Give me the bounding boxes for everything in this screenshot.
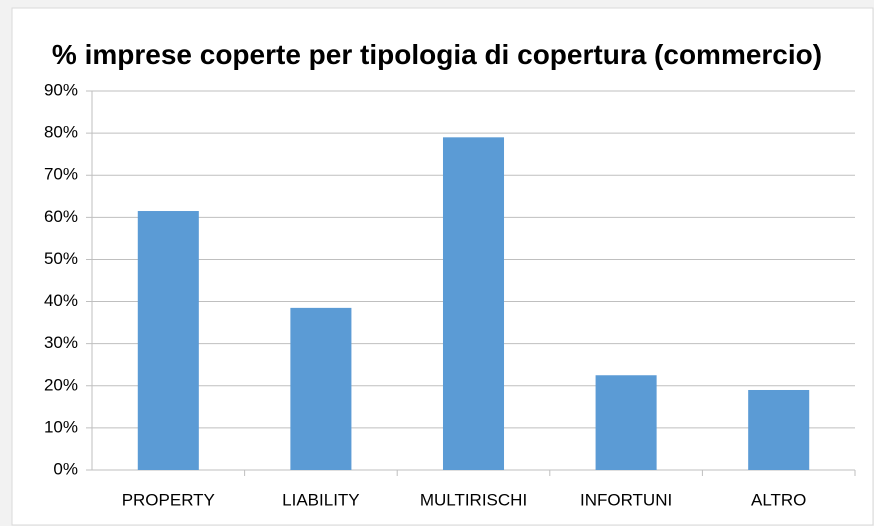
y-tick-label: 80% — [44, 123, 78, 142]
x-tick-label: PROPERTY — [122, 490, 215, 509]
y-tick-label: 70% — [44, 165, 78, 184]
y-tick-label: 60% — [44, 207, 78, 226]
x-tick-label: MULTIRISCHI — [420, 490, 527, 509]
chart-title: % imprese coperte per tipologia di coper… — [51, 39, 823, 70]
bar — [748, 389, 810, 470]
bar — [137, 211, 199, 470]
y-tick-label: 50% — [44, 249, 78, 268]
bar — [290, 307, 352, 470]
bar — [442, 137, 505, 471]
y-tick-label: 40% — [44, 291, 78, 310]
x-tick-label: LIABILITY — [282, 490, 359, 509]
y-tick-label: 30% — [44, 333, 78, 352]
y-tick-label: 10% — [44, 417, 78, 436]
y-tick-label: 20% — [44, 375, 78, 394]
bar — [595, 375, 657, 470]
x-tick-label: INFORTUNI — [580, 490, 672, 509]
y-tick-label: 90% — [44, 80, 78, 99]
x-tick-label: ALTRO — [751, 490, 806, 509]
y-tick-label: 0% — [53, 459, 78, 478]
